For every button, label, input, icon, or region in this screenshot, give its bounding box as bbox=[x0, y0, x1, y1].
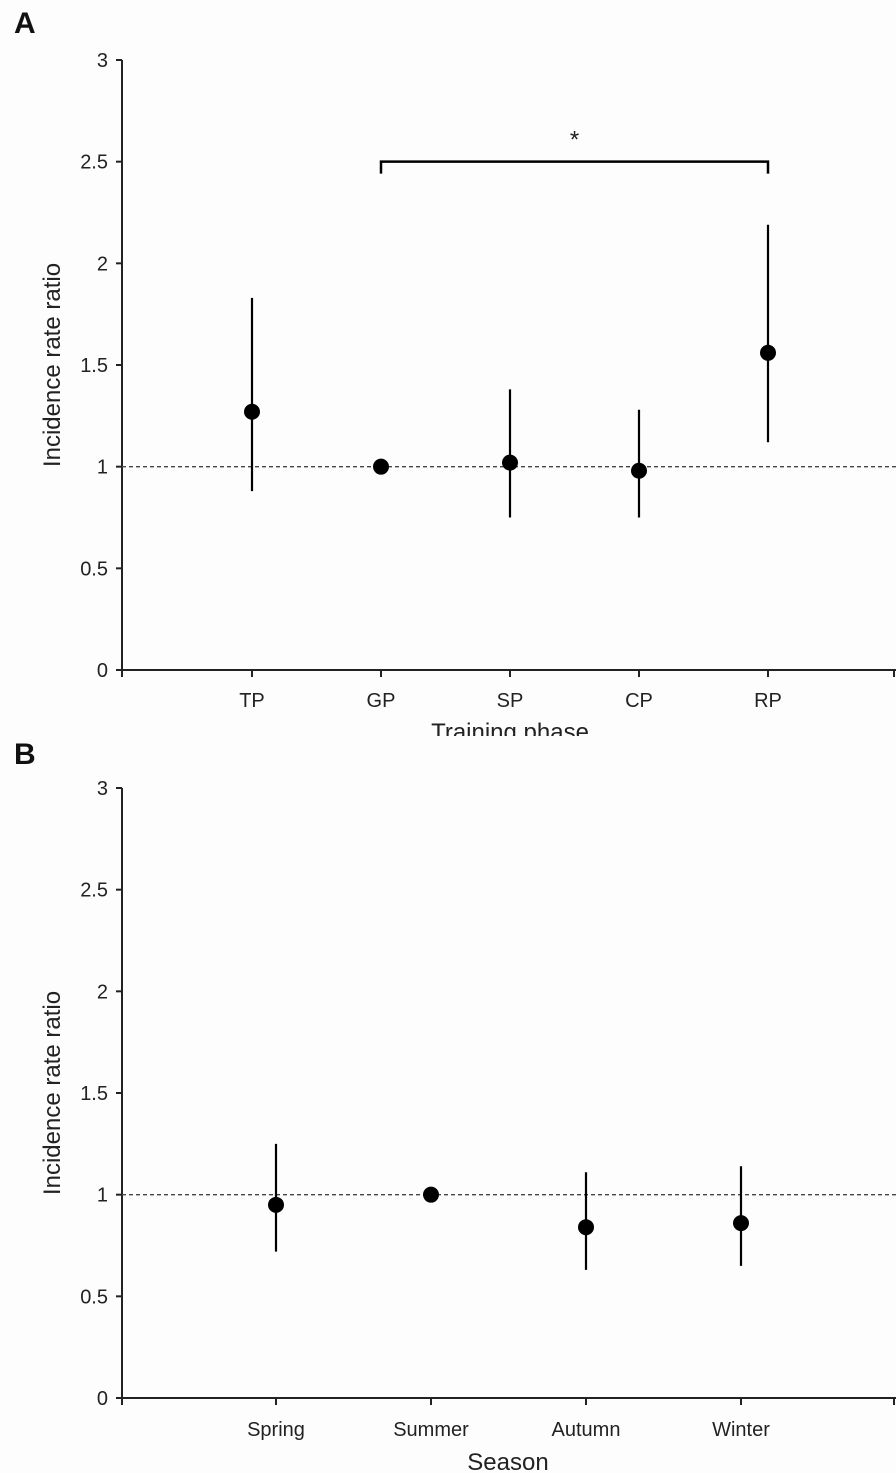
data-point bbox=[631, 462, 647, 479]
x-tick-label: SP bbox=[497, 690, 524, 712]
y-tick-label: 0.5 bbox=[80, 1286, 108, 1308]
data-point bbox=[733, 1215, 749, 1232]
x-tick-label: TP bbox=[239, 690, 265, 712]
y-tick-label: 1.5 bbox=[80, 355, 108, 377]
y-tick-label: 2.5 bbox=[80, 152, 108, 174]
significance-bracket bbox=[379, 160, 770, 174]
x-axis-label: Season bbox=[467, 1449, 548, 1473]
y-tick-label: 0.5 bbox=[80, 558, 108, 580]
y-tick-label: 2 bbox=[97, 981, 108, 1003]
x-tick-label: Autumn bbox=[552, 1419, 621, 1441]
y-tick-label: 1.5 bbox=[80, 1083, 108, 1105]
y-tick-label: 1 bbox=[97, 457, 108, 479]
significance-label: * bbox=[570, 127, 579, 154]
x-tick-label: Winter bbox=[712, 1419, 770, 1441]
panel-letter-a: A bbox=[14, 7, 36, 40]
data-point bbox=[423, 1186, 439, 1203]
y-tick-label: 1 bbox=[97, 1185, 108, 1207]
data-point bbox=[244, 403, 260, 420]
data-point bbox=[373, 458, 389, 475]
y-axis-label: Incidence rate ratio bbox=[39, 991, 66, 1195]
data-point bbox=[502, 454, 518, 471]
y-axis-label: Incidence rate ratio bbox=[39, 263, 66, 467]
data-point bbox=[578, 1219, 594, 1236]
x-tick-label: CP bbox=[625, 690, 653, 712]
y-tick-label: 3 bbox=[97, 778, 108, 800]
x-tick-label: GP bbox=[367, 690, 396, 712]
y-tick-label: 2 bbox=[97, 253, 108, 275]
y-tick-label: 3 bbox=[97, 50, 108, 72]
y-tick-label: 2.5 bbox=[80, 880, 108, 902]
panel-letter-b: B bbox=[14, 738, 36, 771]
chart-panel-a: A 0 0.5 1 1.5 2 2.5 3 TP GP SP CP RP * Training phas… bbox=[14, 7, 896, 736]
data-point bbox=[268, 1196, 284, 1213]
y-tick-label: 0 bbox=[97, 660, 108, 682]
x-tick-label: Summer bbox=[393, 1419, 469, 1441]
x-axis-label: Training phase bbox=[431, 719, 589, 736]
x-tick-label: Spring bbox=[247, 1419, 305, 1441]
data-point bbox=[760, 344, 776, 361]
y-tick-label: 0 bbox=[97, 1388, 108, 1410]
x-tick-label: RP bbox=[754, 690, 782, 712]
